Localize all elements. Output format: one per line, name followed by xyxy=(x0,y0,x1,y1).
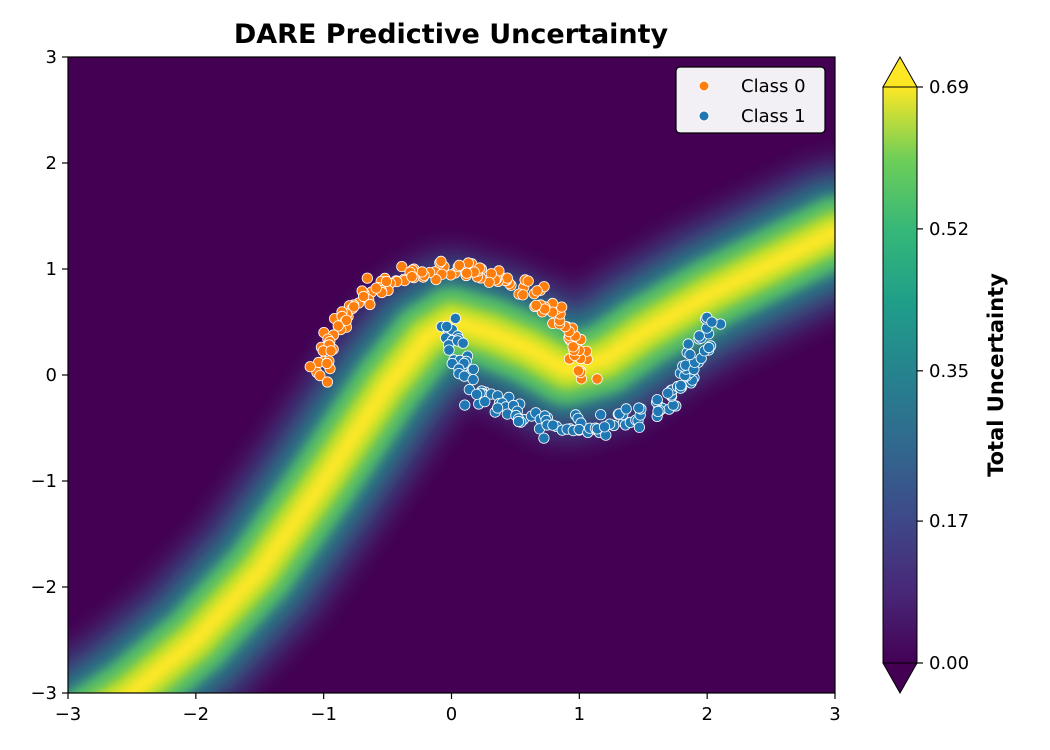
heatmap xyxy=(68,57,835,693)
point-class-0 xyxy=(567,341,579,353)
point-class-1 xyxy=(651,394,663,406)
point-class-0 xyxy=(531,285,543,297)
point-class-1 xyxy=(441,320,453,332)
point-class-0 xyxy=(591,373,603,385)
legend: Class 0 Class 1 xyxy=(675,66,826,134)
y-tick-label: 3 xyxy=(46,47,57,68)
legend-marker-class-1 xyxy=(698,110,710,122)
point-class-1 xyxy=(538,432,550,444)
colorbar-extend-top xyxy=(882,55,918,88)
point-class-1 xyxy=(491,402,504,414)
x-tick-label: −2 xyxy=(183,704,210,725)
point-class-1 xyxy=(467,363,479,375)
point-class-0 xyxy=(304,361,316,373)
legend-label-class-1: Class 1 xyxy=(741,106,806,127)
colorbar-label: Total Uncertainty xyxy=(984,273,1008,477)
y-tick-label: 2 xyxy=(46,153,57,174)
legend-label-class-0: Class 0 xyxy=(741,76,806,97)
point-class-0 xyxy=(406,271,418,283)
x-tick-label: 0 xyxy=(446,704,457,725)
colorbar-extend-bottom xyxy=(882,662,918,695)
y-tick-label: −3 xyxy=(30,683,57,704)
chart-title: DARE Predictive Uncertainty xyxy=(234,19,669,50)
y-tick-label: 0 xyxy=(46,365,57,386)
point-class-0 xyxy=(430,273,442,286)
point-class-1 xyxy=(662,387,674,399)
colorbar-ticks: 0.00 0.17 0.35 0.52 0.69 xyxy=(917,77,969,674)
colorbar-tick-label: 0.52 xyxy=(929,219,969,240)
point-class-1 xyxy=(595,409,607,421)
point-class-1 xyxy=(682,338,694,350)
point-class-0 xyxy=(572,365,584,377)
point-class-0 xyxy=(396,260,408,273)
point-class-1 xyxy=(457,337,469,349)
point-class-0 xyxy=(522,275,534,287)
x-tick-label: 3 xyxy=(829,704,840,725)
scatter-points xyxy=(304,255,727,444)
point-class-1 xyxy=(470,388,483,400)
point-class-0 xyxy=(348,301,360,313)
point-class-0 xyxy=(370,282,382,294)
x-axis: −3 −2 −1 0 1 2 3 xyxy=(55,693,841,725)
x-tick-label: 1 xyxy=(574,704,585,725)
point-class-1 xyxy=(633,421,646,433)
point-class-0 xyxy=(325,345,337,357)
y-tick-label: −2 xyxy=(30,577,57,598)
point-class-1 xyxy=(547,419,559,431)
point-class-1 xyxy=(706,316,718,328)
point-class-1 xyxy=(443,344,455,356)
point-class-0 xyxy=(517,289,529,301)
point-class-1 xyxy=(693,330,705,342)
point-class-1 xyxy=(675,379,687,392)
colorbar-gradient xyxy=(882,86,918,664)
colorbar-tick-label: 0.17 xyxy=(929,511,969,532)
point-class-0 xyxy=(314,369,326,382)
point-class-1 xyxy=(459,399,471,411)
point-class-0 xyxy=(321,376,333,388)
legend-box xyxy=(675,66,826,134)
uncertainty-band xyxy=(68,156,835,693)
point-class-0 xyxy=(361,272,373,284)
point-class-1 xyxy=(479,396,491,408)
point-class-1 xyxy=(633,402,645,414)
point-class-0 xyxy=(435,255,447,267)
colorbar-tick-label: 0.69 xyxy=(929,77,969,98)
point-class-0 xyxy=(416,266,428,278)
point-class-1 xyxy=(449,312,461,324)
point-class-1 xyxy=(684,348,696,361)
x-tick-label: −3 xyxy=(55,704,82,725)
point-class-0 xyxy=(332,320,344,332)
band-layer-core xyxy=(115,222,835,693)
legend-marker-class-0 xyxy=(698,80,710,92)
point-class-1 xyxy=(598,421,611,433)
x-tick-label: 2 xyxy=(701,704,712,725)
point-class-0 xyxy=(321,357,333,370)
point-class-0 xyxy=(364,298,376,311)
point-class-1 xyxy=(703,341,715,354)
point-class-1 xyxy=(512,415,525,428)
point-class-0 xyxy=(453,259,465,271)
point-class-1 xyxy=(652,405,664,417)
y-tick-label: 1 xyxy=(46,259,57,280)
colorbar: 0.00 0.17 0.35 0.52 0.69 Total Uncertainty xyxy=(882,55,1008,695)
point-class-0 xyxy=(357,290,370,303)
point-class-0 xyxy=(461,267,473,279)
x-tick-label: −1 xyxy=(310,704,337,725)
point-class-0 xyxy=(340,314,352,326)
point-class-0 xyxy=(530,299,542,311)
point-class-1 xyxy=(620,403,632,415)
colorbar-tick-label: 0.00 xyxy=(929,653,969,674)
y-tick-label: −1 xyxy=(30,471,57,492)
point-class-1 xyxy=(467,373,479,386)
point-class-0 xyxy=(380,275,392,288)
y-axis: −3 −2 −1 0 1 2 3 xyxy=(30,47,68,704)
colorbar-tick-label: 0.35 xyxy=(929,361,969,382)
